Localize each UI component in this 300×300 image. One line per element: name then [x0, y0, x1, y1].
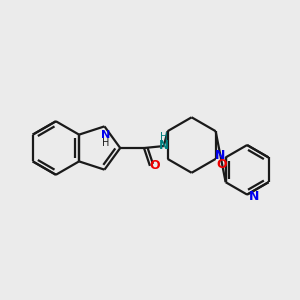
Text: N: N: [159, 139, 169, 152]
Text: N: N: [101, 130, 110, 140]
Text: N: N: [249, 190, 259, 203]
Text: H: H: [102, 138, 109, 148]
Text: O: O: [150, 159, 160, 172]
Text: N: N: [214, 149, 225, 162]
Text: O: O: [216, 158, 227, 171]
Text: H: H: [160, 132, 168, 142]
